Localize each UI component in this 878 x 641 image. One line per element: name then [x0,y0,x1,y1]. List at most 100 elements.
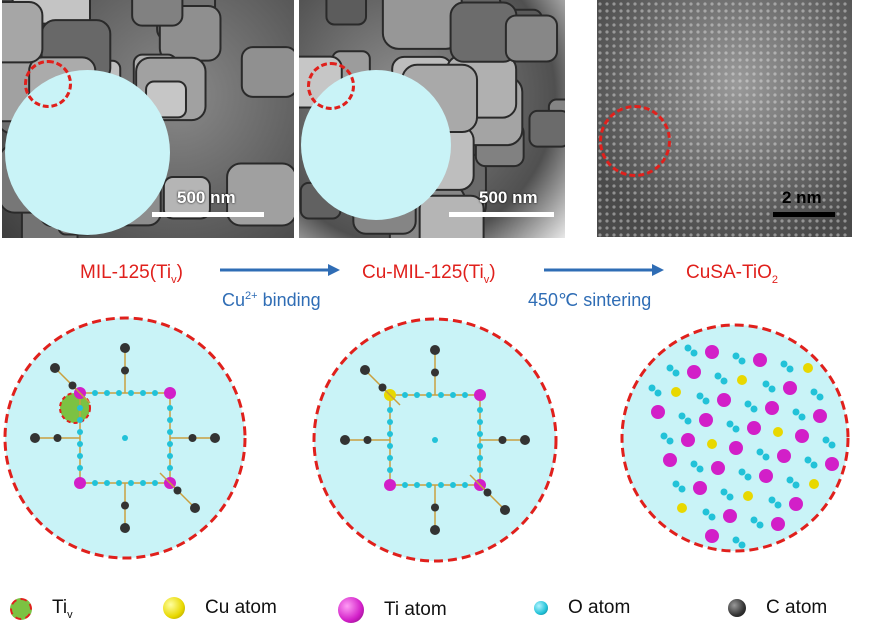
o-atom [690,460,698,468]
o-atom [77,405,83,411]
ti-atom [705,345,719,359]
o-atom [726,493,734,501]
o-atom [732,352,740,360]
o-atom [744,473,752,481]
o-atom [387,419,393,425]
o-atom [768,496,776,504]
o-atom [477,443,483,449]
particle [2,0,44,64]
scale-bar [449,212,554,217]
o-atom [726,420,734,428]
scale-label: 500 nm [177,188,236,207]
o-atom [116,480,122,486]
c-atom [173,486,182,495]
o-atom [426,392,432,398]
o-atom [92,480,98,486]
o-atom [678,412,686,420]
c-atom [498,436,507,444]
ti-atom [753,353,767,367]
o-atom [140,480,146,486]
cu-atom [803,363,813,373]
o-atom [666,364,674,372]
o-atom [810,461,818,469]
cu-atom [743,491,753,501]
o-atom [738,357,746,365]
cu-atom [677,503,687,513]
particle [528,109,565,148]
o-atom [696,392,704,400]
o-atom [402,482,408,488]
stage-label-cu-mil125: Cu-MIL-125(Tiv) [362,262,496,286]
o-atom [738,541,746,549]
o-atom [744,400,752,408]
c-atom [121,366,129,375]
c-atom [68,381,77,390]
o-atom [477,407,483,413]
o-atom [738,468,746,476]
o-atom [762,380,770,388]
o-atom [720,377,728,385]
c-atom [430,525,440,535]
o-atom [77,429,83,435]
o-atom [387,455,393,461]
o-atom [720,488,728,496]
arrow-right-icon [220,264,340,276]
o-atom [104,480,110,486]
o-atom [122,435,128,441]
stage-label-cusa-tio2: CuSA-TiO2 [686,262,778,286]
o-atom [768,385,776,393]
c-atom [121,501,129,510]
particle [504,14,559,63]
o-atom [660,432,668,440]
c-atom [120,343,130,353]
o-atom [678,485,686,493]
o-atom [696,465,704,473]
o-atom [822,436,830,444]
cu-atom [773,427,783,437]
c-atom [431,368,439,377]
arrow-label-sintering: 450℃ sintering [528,290,652,310]
o-atom [810,388,818,396]
ti-atom [693,481,707,495]
highlight-circle [307,62,355,110]
o-atom [387,431,393,437]
o-atom [816,393,824,401]
o-atom [732,536,740,544]
o-atom [714,372,722,380]
o-atom [648,384,656,392]
o-atom [792,408,800,416]
o-atom [116,390,122,396]
legend-ti-atom: Ti atom [338,597,447,623]
ti-atom [474,389,486,401]
o-atom [414,482,420,488]
particle [162,175,211,220]
c-atom [210,433,220,443]
c-atom [340,435,350,445]
cu-atom [809,479,819,489]
c-atom [363,436,372,444]
o-atom [167,465,173,471]
ti-atom [795,429,809,443]
o-atom [402,392,408,398]
ti-atom-icon [338,597,364,623]
c-atom [378,383,387,392]
cu-atom [671,387,681,397]
o-atom [92,390,98,396]
ti-atom [663,453,677,467]
o-atom [684,344,692,352]
o-atom [702,508,710,516]
o-atom [462,392,468,398]
o-atom [167,441,173,447]
o-atom [477,455,483,461]
legend-ti-vacancy: Tiv [10,597,73,621]
c-atom-icon [728,599,746,617]
ti-atom [164,387,176,399]
o-atom [438,482,444,488]
ti-atom [711,461,725,475]
arrow-right-icon [544,264,664,276]
o-atom [152,480,158,486]
ti-atom [681,433,695,447]
o-atom [387,467,393,473]
c-atom [50,363,60,373]
o-atom [387,407,393,413]
